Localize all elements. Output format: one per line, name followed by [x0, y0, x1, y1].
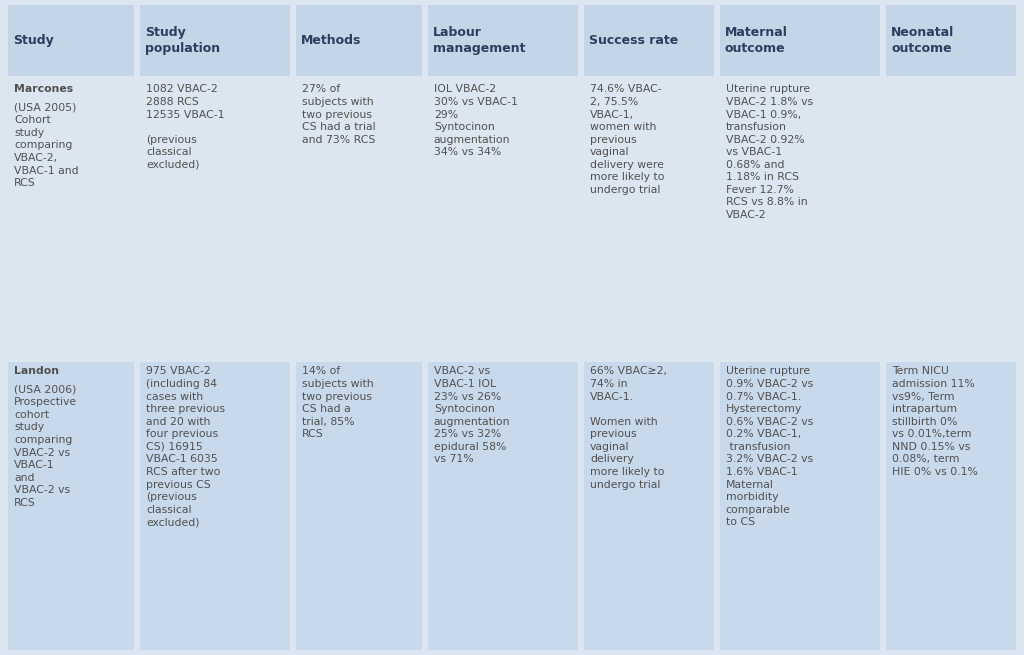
Text: IOL VBAC-2
30% vs VBAC-1
29%
Syntocinon
augmentation
34% vs 34%: IOL VBAC-2 30% vs VBAC-1 29% Syntocinon …: [434, 84, 518, 157]
Bar: [428, 80, 578, 358]
Bar: [428, 362, 578, 650]
Text: Labour
management: Labour management: [433, 26, 525, 55]
Bar: [584, 5, 714, 76]
Text: Term NICU
admission 11%
vs9%, Term
intrapartum
stillbirth 0%
vs 0.01%,term
NND 0: Term NICU admission 11% vs9%, Term intra…: [892, 367, 978, 477]
Text: Methods: Methods: [301, 34, 361, 47]
Text: Neonatal
outcome: Neonatal outcome: [891, 26, 954, 55]
Text: (USA 2005)
Cohort
study
comparing
VBAC-2,
VBAC-1 and
RCS: (USA 2005) Cohort study comparing VBAC-2…: [14, 103, 79, 188]
Text: Uterine rupture
0.9% VBAC-2 vs
0.7% VBAC-1.
Hysterectomy
0.6% VBAC-2 vs
0.2% VBA: Uterine rupture 0.9% VBAC-2 vs 0.7% VBAC…: [726, 367, 813, 527]
Bar: [140, 362, 290, 650]
Bar: [886, 362, 1016, 650]
Text: VBAC-2 vs
VBAC-1 IOL
23% vs 26%
Syntocinon
augmentation
25% vs 32%
epidural 58%
: VBAC-2 vs VBAC-1 IOL 23% vs 26% Syntocin…: [434, 367, 510, 464]
Text: 975 VBAC-2
(including 84
cases with
three previous
and 20 with
four previous
CS): 975 VBAC-2 (including 84 cases with thre…: [146, 367, 225, 527]
Bar: [296, 80, 422, 358]
Text: 66% VBAC≥2,
74% in
VBAC-1.

Women with
previous
vaginal
delivery
more likely to
: 66% VBAC≥2, 74% in VBAC-1. Women with pr…: [590, 367, 667, 489]
Bar: [886, 80, 1016, 358]
Bar: [140, 5, 290, 76]
Bar: [296, 5, 422, 76]
Text: Landon: Landon: [14, 367, 59, 377]
Bar: [584, 362, 714, 650]
Bar: [8, 5, 134, 76]
Text: Study: Study: [13, 34, 54, 47]
Bar: [8, 362, 134, 650]
Text: (USA 2006)
Prospective
cohort
study
comparing
VBAC-2 vs
VBAC-1
and
VBAC-2 vs
RCS: (USA 2006) Prospective cohort study comp…: [14, 385, 78, 508]
Bar: [428, 5, 578, 76]
Text: Uterine rupture
VBAC-2 1.8% vs
VBAC-1 0.9%,
transfusion
VBAC-2 0.92%
vs VBAC-1
0: Uterine rupture VBAC-2 1.8% vs VBAC-1 0.…: [726, 84, 813, 220]
Bar: [720, 5, 880, 76]
Bar: [296, 362, 422, 650]
Text: Maternal
outcome: Maternal outcome: [725, 26, 787, 55]
Text: 74.6% VBAC-
2, 75.5%
VBAC-1,
women with
previous
vaginal
delivery were
more like: 74.6% VBAC- 2, 75.5% VBAC-1, women with …: [590, 84, 665, 195]
Text: Study
population: Study population: [145, 26, 220, 55]
Bar: [584, 80, 714, 358]
Bar: [720, 80, 880, 358]
Text: 14% of
subjects with
two previous
CS had a
trial, 85%
RCS: 14% of subjects with two previous CS had…: [302, 367, 374, 440]
Bar: [140, 80, 290, 358]
Text: Marcones: Marcones: [14, 84, 74, 94]
Text: 1082 VBAC-2
2888 RCS
12535 VBAC-1

(previous
classical
excluded): 1082 VBAC-2 2888 RCS 12535 VBAC-1 (previ…: [146, 84, 224, 170]
Bar: [720, 362, 880, 650]
Text: 27% of
subjects with
two previous
CS had a trial
and 73% RCS: 27% of subjects with two previous CS had…: [302, 84, 376, 145]
Text: Success rate: Success rate: [589, 34, 678, 47]
Bar: [886, 5, 1016, 76]
Bar: [8, 80, 134, 358]
